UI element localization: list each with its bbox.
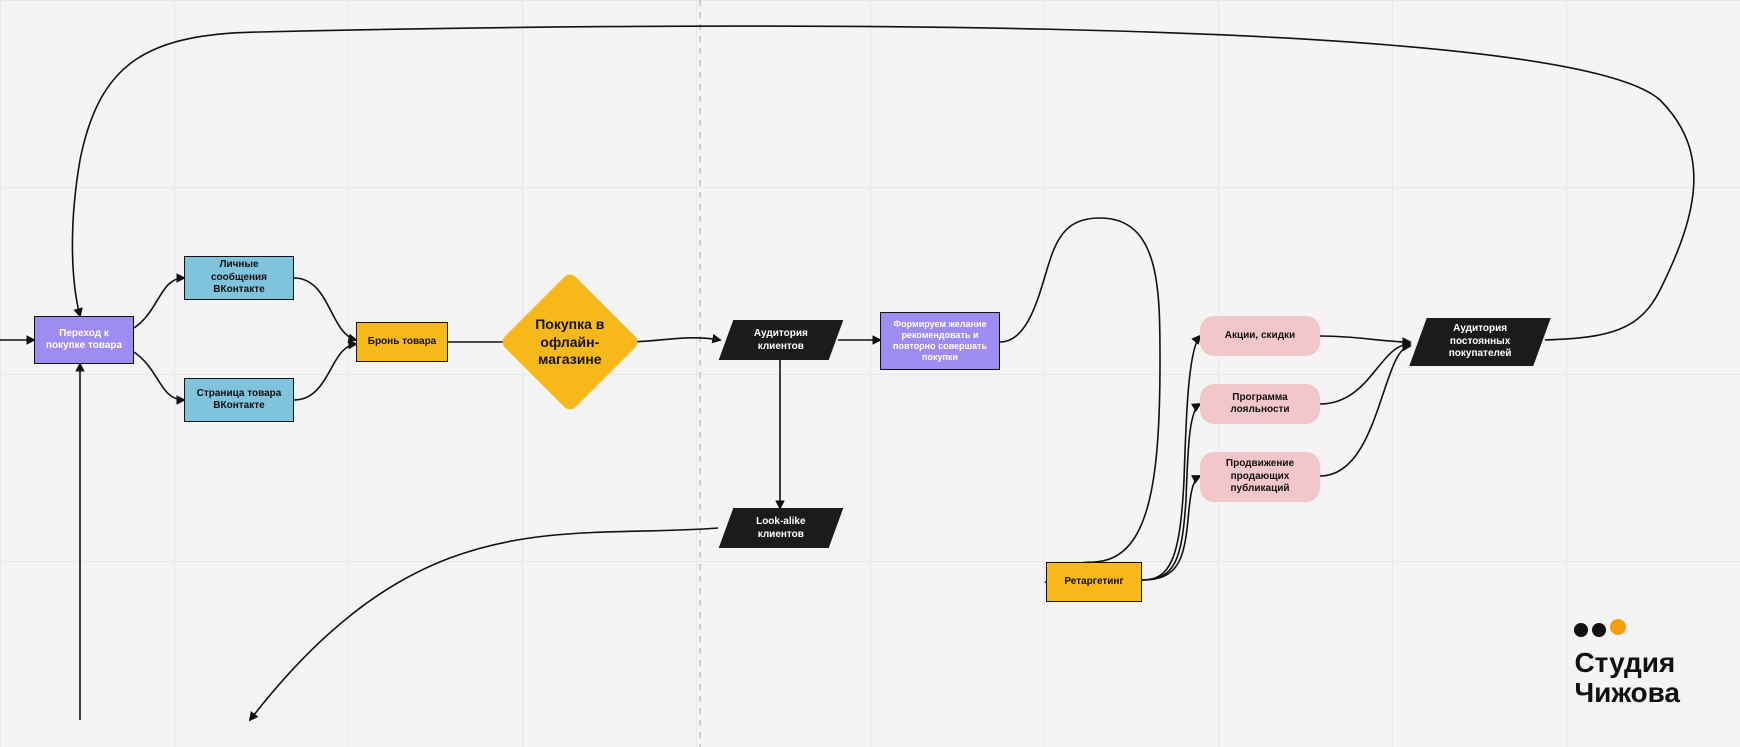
edge-1 [134, 278, 184, 328]
edge-6 [626, 338, 720, 342]
edge-11 [1142, 336, 1200, 580]
brand-logo: Студия Чижова [1574, 621, 1680, 707]
node-n_audloyal: Аудитория постоянных покупателей [1409, 318, 1550, 366]
edge-15 [1320, 344, 1410, 404]
logo-line-2: Чижова [1574, 678, 1680, 707]
edge-16 [1320, 346, 1410, 476]
edge-17 [72, 26, 1693, 340]
node-label: Аудитория клиентов [732, 328, 830, 353]
edge-4 [294, 344, 356, 400]
node-n_retarg: Ретаргетинг [1046, 562, 1142, 602]
node-n_start: Переход к покупке товара [34, 316, 134, 364]
edge-9 [250, 528, 718, 720]
node-label: Покупка в офлайн-магазине [526, 316, 614, 369]
edge-13 [1142, 476, 1200, 580]
logo-dots [1574, 621, 1680, 642]
logo-line-1: Студия [1574, 648, 1680, 677]
node-n_aud: Аудитория клиентов [719, 320, 844, 360]
node-label: Look-alike клиентов [732, 516, 830, 541]
node-n_page: Страница товара ВКонтакте [184, 378, 294, 422]
node-n_promo2: Программа лояльности [1200, 384, 1320, 424]
edge-2 [134, 352, 184, 400]
edge-3 [294, 278, 356, 340]
node-n_promo3: Продвижение продающих публикаций [1200, 452, 1320, 502]
node-n_reserve: Бронь товара [356, 322, 448, 362]
flowchart-canvas: Переход к покупке товара Личные сообщения… [0, 0, 1740, 747]
node-n_buy: Покупка в офлайн-магазине [499, 271, 640, 412]
node-label: Аудитория постоянных покупателей [1424, 323, 1536, 361]
edge-12 [1142, 404, 1200, 580]
node-n_dm: Личные сообщения ВКонтакте [184, 256, 294, 300]
node-n_lal: Look-alike клиентов [719, 508, 844, 548]
edge-14 [1320, 336, 1410, 342]
node-n_form: Формируем желание рекомендовать и повтор… [880, 312, 1000, 370]
edges-layer [0, 0, 1740, 747]
edge-10 [1000, 218, 1160, 582]
node-n_promo1: Акции, скидки [1200, 316, 1320, 356]
